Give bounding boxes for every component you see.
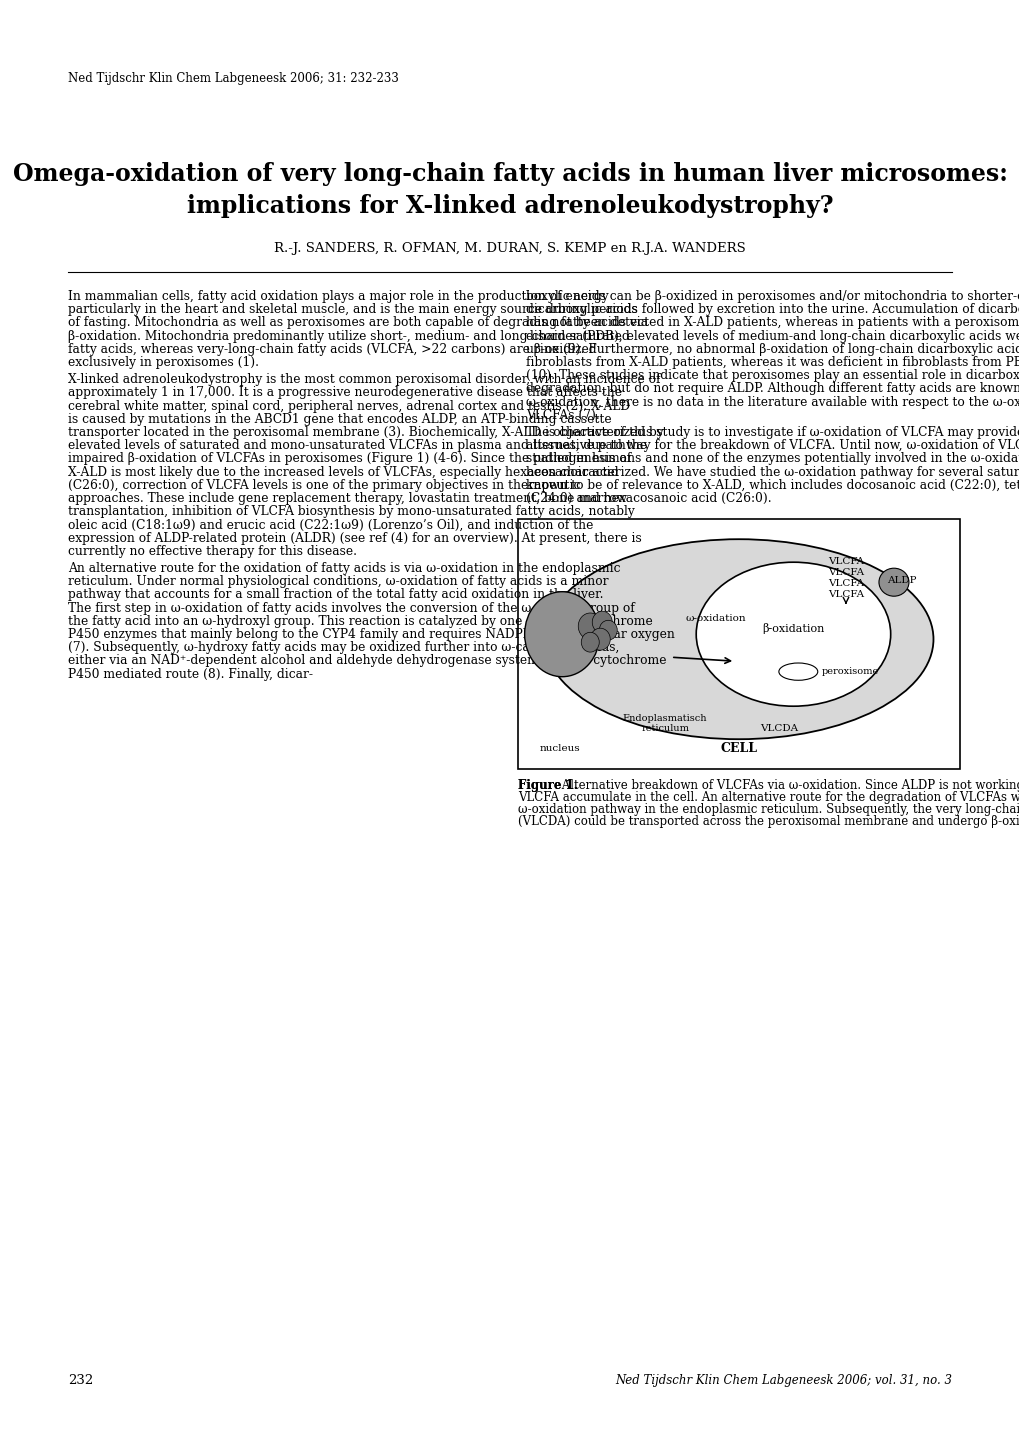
Text: 232: 232: [68, 1374, 93, 1387]
Text: (C26:0), correction of VLCFA levels is one of the primary objectives in therapeu: (C26:0), correction of VLCFA levels is o…: [68, 479, 580, 492]
Text: cerebral white matter, spinal cord, peripheral nerves, adrenal cortex and testis: cerebral white matter, spinal cord, peri…: [68, 399, 630, 412]
Text: VLCFA: VLCFA: [827, 590, 863, 600]
Text: elevated levels of saturated and mono-unsaturated VLCFAs in plasma and tissues, : elevated levels of saturated and mono-un…: [68, 440, 646, 453]
Text: either via an NAD⁺-dependent alcohol and aldehyde dehydrogenase system or via a : either via an NAD⁺-dependent alcohol and…: [68, 655, 665, 668]
Text: boxylic acids can be β-oxidized in peroxisomes and/or mitochondria to shorter-ch: boxylic acids can be β-oxidized in perox…: [526, 290, 1019, 303]
Text: Endoplasmatisch: Endoplasmatisch: [623, 714, 706, 724]
Text: VLCFA: VLCFA: [827, 568, 863, 577]
Text: alternative pathway for the breakdown of VLCFA. Until now, ω-oxidation of VLCFA : alternative pathway for the breakdown of…: [526, 440, 1019, 453]
Text: VLCFA accumulate in the cell. An alternative route for the degradation of VLCFAs: VLCFA accumulate in the cell. An alterna…: [518, 792, 1019, 805]
Text: dicarboxylic acids followed by excretion into the urine. Accumulation of dicarbo: dicarboxylic acids followed by excretion…: [526, 303, 1019, 316]
Text: ALDP: ALDP: [887, 577, 916, 585]
Text: R.-J. SANDERS, R. OFMAN, M. DURAN, S. KEMP en R.J.A. WANDERS: R.-J. SANDERS, R. OFMAN, M. DURAN, S. KE…: [274, 242, 745, 255]
Ellipse shape: [590, 629, 609, 650]
Text: The objective of this study is to investigate if ω-oxidation of VLCFA may provid: The objective of this study is to invest…: [526, 425, 1019, 438]
Text: Ned Tijdschr Klin Chem Labgeneesk 2006; 31: 232-233: Ned Tijdschr Klin Chem Labgeneesk 2006; …: [68, 72, 398, 85]
Text: of fasting. Mitochondria as well as peroxisomes are both capable of degrading fa: of fasting. Mitochondria as well as pero…: [68, 316, 647, 329]
Text: CELL: CELL: [719, 743, 757, 756]
Text: Omega-oxidation of very long-chain fatty acids in human liver microsomes:: Omega-oxidation of very long-chain fatty…: [12, 162, 1007, 186]
Ellipse shape: [524, 591, 599, 676]
Text: reticulum. Under normal physiological conditions, ω-oxidation of fatty acids is : reticulum. Under normal physiological co…: [68, 575, 608, 588]
Ellipse shape: [779, 663, 817, 681]
Text: X-linked adrenoleukodystrophy is the most common peroxisomal disorder, with an i: X-linked adrenoleukodystrophy is the mos…: [68, 373, 660, 386]
Text: studied in humans and none of the enzymes potentially involved in the ω-oxidatio: studied in humans and none of the enzyme…: [526, 453, 1019, 466]
Text: degradation, but do not require ALDP. Although different fatty acids are known t: degradation, but do not require ALDP. Al…: [526, 382, 1019, 395]
Text: reticulum: reticulum: [641, 724, 689, 733]
Ellipse shape: [581, 632, 599, 652]
Text: (VLCDA) could be transported across the peroxisomal membrane and undergo β-oxida: (VLCDA) could be transported across the …: [518, 815, 1019, 828]
Text: fatty acids, whereas very-long-chain fatty acids (VLCFA, >22 carbons) are β-oxid: fatty acids, whereas very-long-chain fat…: [68, 343, 596, 356]
Text: expression of ALDP-related protein (ALDR) (see ref (4) for an overview). At pres: expression of ALDP-related protein (ALDR…: [68, 532, 641, 545]
Text: VLCFA: VLCFA: [827, 557, 863, 567]
Text: nucleus: nucleus: [539, 744, 580, 753]
Text: transplantation, inhibition of VLCFA biosynthesis by mono-unsaturated fatty acid: transplantation, inhibition of VLCFA bio…: [68, 505, 634, 518]
Text: β-oxidation: β-oxidation: [761, 623, 823, 634]
Text: (7). Subsequently, ω-hydroxy fatty acids may be oxidized further into ω-carboxyl: (7). Subsequently, ω-hydroxy fatty acids…: [68, 642, 619, 655]
Text: P450 mediated route (8). Finally, dicar-: P450 mediated route (8). Finally, dicar-: [68, 668, 313, 681]
Text: transporter located in the peroxisomal membrane (3). Biochemically, X-ALD is cha: transporter located in the peroxisomal m…: [68, 425, 663, 438]
Text: been characterized. We have studied the ω-oxidation pathway for several saturate: been characterized. We have studied the …: [526, 466, 1019, 479]
Ellipse shape: [544, 539, 932, 740]
Text: known to be of relevance to X-ALD, which includes docosanoic acid (C22:0), tetra: known to be of relevance to X-ALD, which…: [526, 479, 1019, 492]
Text: (C24:0) and hexacosanoic acid (C26:0).: (C24:0) and hexacosanoic acid (C26:0).: [526, 492, 770, 505]
Text: the fatty acid into an ω-hydroxyl group. This reaction is catalyzed by one or mo: the fatty acid into an ω-hydroxyl group.…: [68, 614, 652, 627]
Ellipse shape: [599, 620, 616, 640]
Text: ω-oxidation pathway in the endoplasmic reticulum. Subsequently, the very long-ch: ω-oxidation pathway in the endoplasmic r…: [518, 803, 1019, 816]
Text: implications for X-linked adrenoleukodystrophy?: implications for X-linked adrenoleukodys…: [186, 195, 833, 218]
Text: has not been detected in X-ALD patients, whereas in patients with a peroxisomal : has not been detected in X-ALD patients,…: [526, 316, 1019, 329]
Text: Ned Tijdschr Klin Chem Labgeneesk 2006; vol. 31, no. 3: Ned Tijdschr Klin Chem Labgeneesk 2006; …: [614, 1374, 951, 1387]
Ellipse shape: [578, 613, 601, 639]
Text: An alternative route for the oxidation of fatty acids is via ω-oxidation in the : An alternative route for the oxidation o…: [68, 562, 620, 575]
Text: oleic acid (C18:1ω9) and erucic acid (C22:1ω9) (Lorenzo’s Oil), and induction of: oleic acid (C18:1ω9) and erucic acid (C2…: [68, 519, 593, 532]
Text: VLCDA: VLCDA: [759, 724, 797, 733]
Text: exclusively in peroxisomes (1).: exclusively in peroxisomes (1).: [68, 356, 259, 369]
Text: ω-oxidation, there is no data in the literature available with respect to the ω-: ω-oxidation, there is no data in the lit…: [526, 395, 1019, 408]
Text: particularly in the heart and skeletal muscle, and is the main energy source dur: particularly in the heart and skeletal m…: [68, 303, 637, 316]
Text: peroxisome: peroxisome: [821, 668, 878, 676]
Text: impaired β-oxidation of VLCFAs in peroxisomes (Figure 1) (4-6). Since the pathog: impaired β-oxidation of VLCFAs in peroxi…: [68, 453, 631, 466]
Text: approximately 1 in 17,000. It is a progressive neurodegenerative disease that af: approximately 1 in 17,000. It is a progr…: [68, 386, 622, 399]
Text: fibroblasts from X-ALD patients, whereas it was deficient in fibroblasts from PB: fibroblasts from X-ALD patients, whereas…: [526, 356, 1019, 369]
Text: X-ALD is most likely due to the increased levels of VLCFAs, especially hexacosan: X-ALD is most likely due to the increase…: [68, 466, 618, 479]
Text: β-oxidation. Mitochondria predominantly utilize short-, medium- and long-chain s: β-oxidation. Mitochondria predominantly …: [68, 330, 629, 343]
Ellipse shape: [878, 568, 908, 596]
Text: Figure 1.: Figure 1.: [518, 779, 578, 792]
Ellipse shape: [696, 562, 890, 707]
Text: is caused by mutations in the ABCD1 gene that encodes ALDP, an ATP-binding casse: is caused by mutations in the ABCD1 gene…: [68, 412, 611, 425]
Ellipse shape: [592, 611, 611, 633]
Text: ω-oxidation: ω-oxidation: [685, 614, 745, 623]
Bar: [518, 519, 959, 769]
Text: Alternative breakdown of VLCFAs via ω-oxidation. Since ALDP is not working prope: Alternative breakdown of VLCFAs via ω-ox…: [557, 779, 1019, 792]
Text: currently no effective therapy for this disease.: currently no effective therapy for this …: [68, 545, 357, 558]
Text: disorder (PDB), elevated levels of medium-and long-chain dicarboxylic acids were: disorder (PDB), elevated levels of mediu…: [526, 330, 1019, 343]
Text: The first step in ω-oxidation of fatty acids involves the conversion of the ω-me: The first step in ω-oxidation of fatty a…: [68, 601, 634, 614]
Text: Figure 1.: Figure 1.: [518, 779, 578, 792]
Text: pathway that accounts for a small fraction of the total fatty acid oxidation in : pathway that accounts for a small fracti…: [68, 588, 603, 601]
Text: approaches. These include gene replacement therapy, lovastatin treatment, bone m: approaches. These include gene replaceme…: [68, 492, 627, 505]
Text: VLCFA: VLCFA: [827, 580, 863, 588]
Text: (10). These studies indicate that peroxisomes play an essential role in dicarbox: (10). These studies indicate that peroxi…: [526, 369, 1019, 382]
Text: urine (9). Furthermore, no abnormal β-oxidation of long-chain dicarboxylic acids: urine (9). Furthermore, no abnormal β-ox…: [526, 343, 1019, 356]
Text: In mammalian cells, fatty acid oxidation plays a major role in the production of: In mammalian cells, fatty acid oxidation…: [68, 290, 608, 303]
Text: VLCFAs (7).: VLCFAs (7).: [526, 408, 599, 423]
Text: P450 enzymes that mainly belong to the CYP4 family and requires NADPH and molecu: P450 enzymes that mainly belong to the C…: [68, 629, 675, 642]
